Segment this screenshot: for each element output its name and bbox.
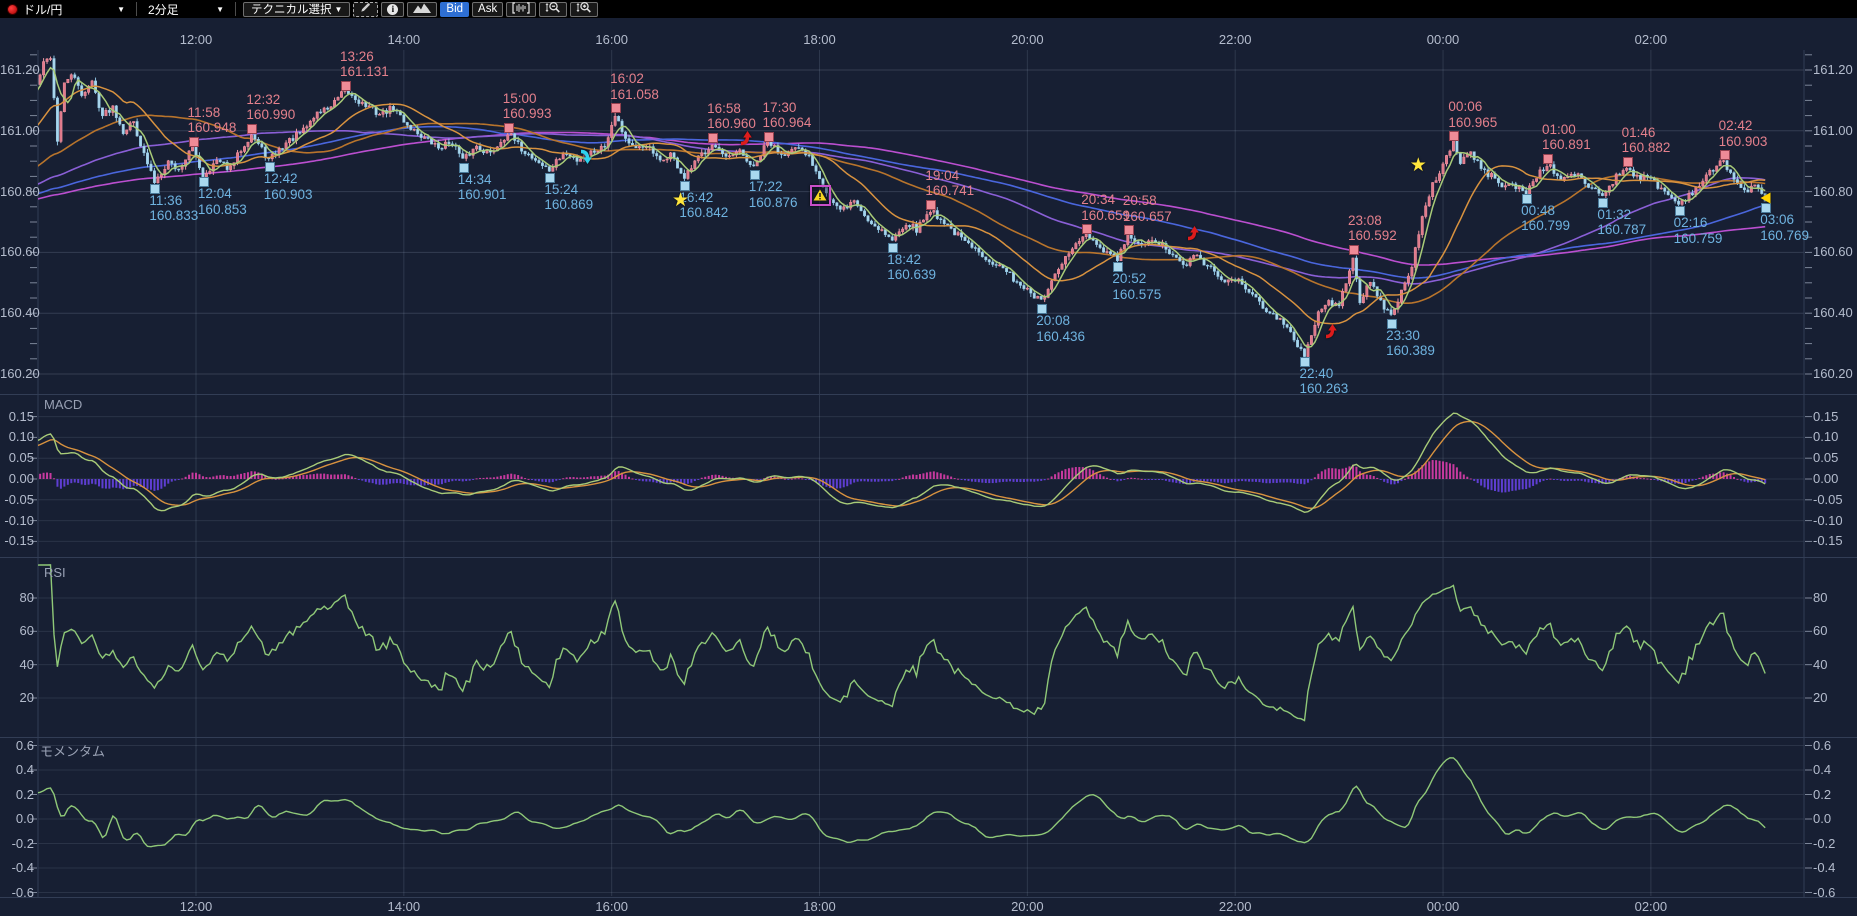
chevron-down-icon: ▼ (334, 4, 343, 14)
timeframe-label: 2分足 (148, 2, 179, 17)
draw-tool-button[interactable] (353, 1, 379, 17)
zoom-in-icon (576, 1, 592, 17)
info-icon: i (387, 3, 399, 15)
mountain-icon (413, 2, 432, 16)
vertical-zoom-in-button[interactable] (570, 1, 599, 17)
bid-label: Bid (446, 3, 464, 15)
area-chart-button[interactable] (407, 1, 438, 17)
status-dot-icon (7, 3, 18, 15)
info-button[interactable]: i (381, 1, 405, 17)
symbol-select[interactable]: ドル/円 ▼ (3, 1, 129, 17)
zoom-out-icon (545, 1, 561, 17)
toolbar: ドル/円 ▼ 2分足 ▼ テクニカル選択 ▼ i Bid (0, 0, 1857, 18)
bid-button[interactable]: Bid (440, 1, 470, 17)
chevron-down-icon: ▼ (216, 4, 224, 14)
toolbar-separator (235, 2, 236, 16)
technical-label: テクニカル選択 (251, 4, 332, 16)
technical-select-button[interactable]: テクニカル選択 ▼ (243, 1, 351, 17)
pencil-icon (359, 1, 372, 17)
ask-label: Ask (478, 3, 498, 15)
tick-chart-button[interactable] (506, 1, 537, 17)
toolbar-separator (136, 2, 137, 16)
ask-button[interactable]: Ask (472, 1, 504, 17)
tick-chart-icon (512, 1, 530, 17)
chevron-down-icon: ▼ (117, 4, 125, 14)
timeframe-select[interactable]: 2分足 ▼ (144, 1, 228, 17)
vertical-zoom-out-button[interactable] (539, 1, 568, 17)
symbol-label: ドル/円 (23, 2, 63, 17)
